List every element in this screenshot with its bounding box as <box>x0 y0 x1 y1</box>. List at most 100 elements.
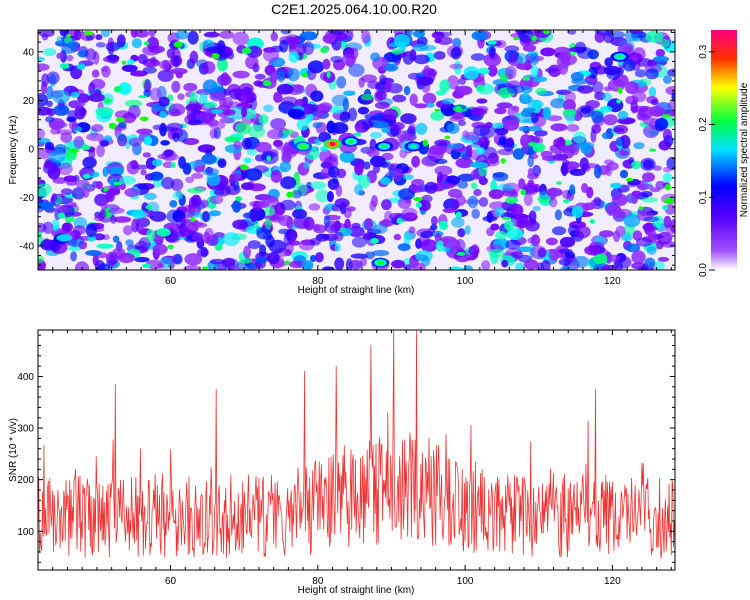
heatmap-cell <box>511 251 524 259</box>
heatmap-cell <box>415 122 428 135</box>
heatmap-cell <box>571 205 584 219</box>
heatmap-cell <box>280 30 292 35</box>
heatmap-cell <box>38 63 50 71</box>
heatmap-cell <box>241 47 252 55</box>
heatmap-ytick-label: -40 <box>20 241 35 252</box>
heatmap-cell <box>490 122 506 129</box>
heatmap-cell <box>401 207 418 219</box>
heatmap-cell <box>240 164 248 171</box>
heatmap-ytick-label: 0 <box>28 144 34 155</box>
heatmap-cell <box>113 86 122 93</box>
heatmap-cell <box>131 209 147 219</box>
heatmap-cell <box>657 256 670 262</box>
heatmap-cell <box>662 128 673 142</box>
heatmap-cell <box>223 109 236 116</box>
heatmap-cell <box>117 252 135 264</box>
heatmap-cell <box>548 248 560 261</box>
heatmap-cell <box>613 260 624 270</box>
heatmap-cell <box>142 152 151 158</box>
heatmap-cell <box>243 245 252 259</box>
heatmap-cell <box>256 228 272 240</box>
heatmap-cell <box>563 199 570 204</box>
heatmap-cell <box>393 34 410 47</box>
heatmap-cell <box>582 163 600 169</box>
heatmap-cell <box>530 245 547 260</box>
heatmap-cell <box>545 237 558 246</box>
heatmap-cell <box>187 187 205 194</box>
heatmap-cell <box>434 158 448 164</box>
heatmap-cell <box>553 138 565 148</box>
heatmap-cell <box>645 30 664 43</box>
heatmap-cell <box>381 127 390 133</box>
heatmap-cell <box>173 55 180 68</box>
heatmap-cell <box>503 184 514 192</box>
heatmap-cell <box>351 236 367 248</box>
heatmap-cell <box>506 228 524 240</box>
heatmap-cell <box>46 85 54 100</box>
heatmap-cell <box>224 184 241 196</box>
snr-xtick-label: 120 <box>604 576 621 587</box>
heatmap-cell <box>631 194 638 205</box>
heatmap-cell <box>412 43 429 52</box>
heatmap-cell <box>444 135 451 140</box>
snr-plot-area <box>38 330 675 559</box>
heatmap-cell <box>635 237 653 247</box>
heatmap-cell <box>142 66 157 74</box>
heatmap-cell <box>309 237 321 246</box>
heatmap-cell <box>146 36 159 50</box>
heatmap-cell <box>53 105 70 116</box>
heatmap-cell <box>42 221 54 234</box>
heatmap-cell <box>354 162 364 176</box>
heatmap-cell <box>495 230 507 240</box>
heatmap-cell <box>47 165 61 180</box>
heatmap-cell <box>219 97 227 108</box>
heatmap-cell <box>370 155 386 168</box>
heatmap-cell <box>67 40 79 49</box>
heatmap-cell <box>496 102 513 109</box>
heatmap-cell <box>239 258 253 264</box>
heatmap-cell <box>481 260 491 270</box>
heatmap-cell <box>108 54 119 64</box>
heatmap-cell <box>196 248 209 257</box>
heatmap-cell <box>247 125 266 138</box>
colorbar-ticks: 0.0 0.1 0.2 0.3 <box>698 44 715 277</box>
heatmap-cell <box>124 99 143 108</box>
heatmap-cell <box>184 253 203 266</box>
heatmap-cell <box>138 95 147 99</box>
heatmap-cell <box>175 30 189 40</box>
heatmap-cell <box>533 76 548 83</box>
heatmap-cell <box>211 53 220 59</box>
heatmap-cell <box>241 106 248 118</box>
heatmap-cell <box>664 184 672 191</box>
heatmap-cell <box>617 87 623 94</box>
heatmap-cell <box>587 49 599 60</box>
heatmap-cell <box>95 42 106 48</box>
heatmap-cell <box>603 159 615 165</box>
heatmap-cell <box>112 235 120 243</box>
heatmap-cell <box>84 31 94 36</box>
heatmap-cell <box>577 85 594 94</box>
heatmap-cell <box>623 45 633 53</box>
heatmap-cell <box>336 168 347 179</box>
heatmap-cell <box>532 205 541 212</box>
heatmap-cell <box>625 95 639 105</box>
heatmap-cell <box>46 71 60 85</box>
heatmap-cell <box>429 144 447 156</box>
heatmap-cell <box>329 105 344 114</box>
heatmap-cell <box>213 127 221 139</box>
snr-ytick-label: 100 <box>17 527 34 538</box>
heatmap-cell <box>439 79 451 93</box>
heatmap-cell <box>241 137 252 150</box>
heatmap-cell <box>149 171 164 181</box>
heatmap-cell <box>96 243 114 249</box>
heatmap-cell <box>591 110 604 124</box>
heatmap-cell <box>603 114 618 126</box>
heatmap-cell <box>371 120 390 129</box>
heatmap-cell <box>619 150 629 156</box>
heatmap-cell <box>46 100 53 108</box>
heatmap-cell <box>292 209 307 219</box>
heatmap-cell <box>322 58 331 70</box>
heatmap-cell <box>52 89 70 104</box>
heatmap-cell <box>516 63 533 70</box>
heatmap-cell <box>38 183 52 196</box>
